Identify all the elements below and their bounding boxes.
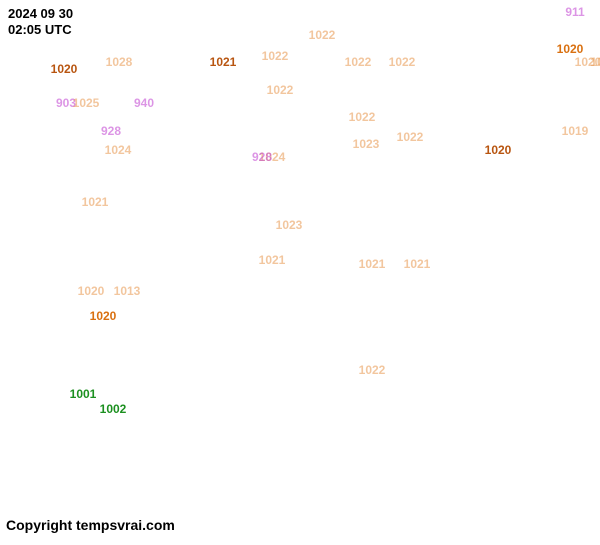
header-time: 02:05 UTC: [8, 22, 73, 38]
data-point: 1022: [267, 83, 294, 97]
data-point: 928: [101, 124, 121, 138]
data-point: 1021: [259, 253, 286, 267]
data-point: 1020: [485, 143, 512, 157]
data-point: 1021: [359, 257, 386, 271]
header-block: 2024 09 30 02:05 UTC: [8, 6, 73, 37]
data-point: 1022: [262, 49, 289, 63]
data-point: 1022: [309, 28, 336, 42]
data-point: 1020: [51, 62, 78, 76]
data-point: 1020: [78, 284, 105, 298]
data-point: 1021: [210, 55, 237, 69]
footer-copyright: Copyright tempsvrai.com: [6, 517, 175, 533]
data-point: 1022: [359, 363, 386, 377]
data-point: 1002: [100, 402, 127, 416]
data-point: 1013: [114, 284, 141, 298]
data-point: 1023: [276, 218, 303, 232]
data-point: 1021: [82, 195, 109, 209]
data-point: 928: [252, 150, 272, 164]
data-point: 1023: [353, 137, 380, 151]
data-point: 1020: [90, 309, 117, 323]
data-point: 940: [134, 96, 154, 110]
data-point: 911: [565, 5, 584, 19]
data-point: 1022: [345, 55, 372, 69]
data-point: 1001: [70, 387, 97, 401]
data-point: 10: [590, 55, 600, 69]
data-point: 1024: [105, 143, 132, 157]
data-point: 1019: [562, 124, 589, 138]
header-date: 2024 09 30: [8, 6, 73, 22]
data-point: 1022: [389, 55, 416, 69]
data-point: 1025: [73, 96, 100, 110]
data-point: 1022: [397, 130, 424, 144]
data-point: 1021: [404, 257, 431, 271]
data-point: 1020: [557, 42, 584, 56]
data-point: 1022: [349, 110, 376, 124]
data-point: 1028: [106, 55, 133, 69]
